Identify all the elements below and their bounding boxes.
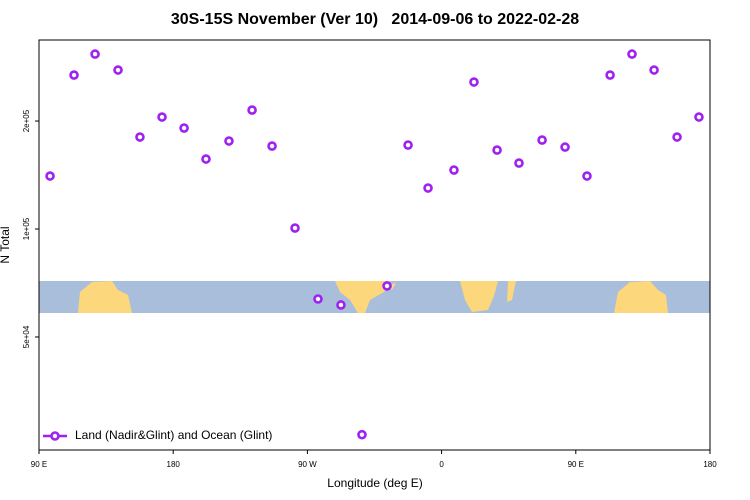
y-tick-label: 5e+04 — [22, 325, 31, 348]
point — [336, 300, 346, 310]
point — [313, 294, 323, 304]
point — [157, 112, 167, 122]
point — [224, 136, 234, 146]
map-strip — [39, 281, 710, 313]
point — [290, 223, 300, 233]
point — [357, 429, 367, 440]
y-tick-label: 1e+05 — [22, 217, 31, 240]
x-tick-label: 0 — [439, 460, 444, 469]
legend-label: Land (Nadir&Glint) and Ocean (Glint) — [75, 428, 272, 442]
point — [69, 70, 79, 80]
point — [560, 142, 570, 152]
point — [449, 165, 459, 175]
chart-title: 30S-15S November (Ver 10) 2014-09-06 to … — [171, 11, 579, 28]
plot-frame — [38, 39, 711, 451]
point — [382, 281, 392, 291]
x-tick-label: 90 E — [568, 460, 584, 469]
point — [627, 49, 637, 59]
point — [201, 154, 211, 164]
point — [90, 49, 100, 59]
point — [492, 145, 502, 155]
point — [582, 171, 592, 181]
point — [537, 135, 547, 145]
x-tick-label: 90 E — [31, 460, 47, 469]
legend-marker — [50, 431, 60, 441]
x-tick-label: 180 — [703, 460, 717, 469]
point — [469, 77, 479, 87]
point — [179, 123, 189, 133]
point — [605, 70, 615, 80]
point — [423, 183, 433, 193]
x-axis-label: Longitude (deg E) — [327, 476, 422, 490]
point — [514, 158, 524, 168]
point — [247, 105, 257, 115]
point — [672, 132, 682, 142]
point — [649, 65, 659, 75]
point — [267, 141, 277, 151]
x-tick-label: 180 — [167, 460, 181, 469]
point — [694, 112, 704, 122]
point — [135, 132, 145, 142]
point — [45, 171, 55, 181]
point — [113, 65, 123, 75]
y-axis-label: N Total — [0, 226, 12, 263]
x-tick-label: 90 W — [298, 460, 317, 469]
y-tick-label: 2e+05 — [22, 109, 31, 132]
point — [403, 140, 413, 150]
